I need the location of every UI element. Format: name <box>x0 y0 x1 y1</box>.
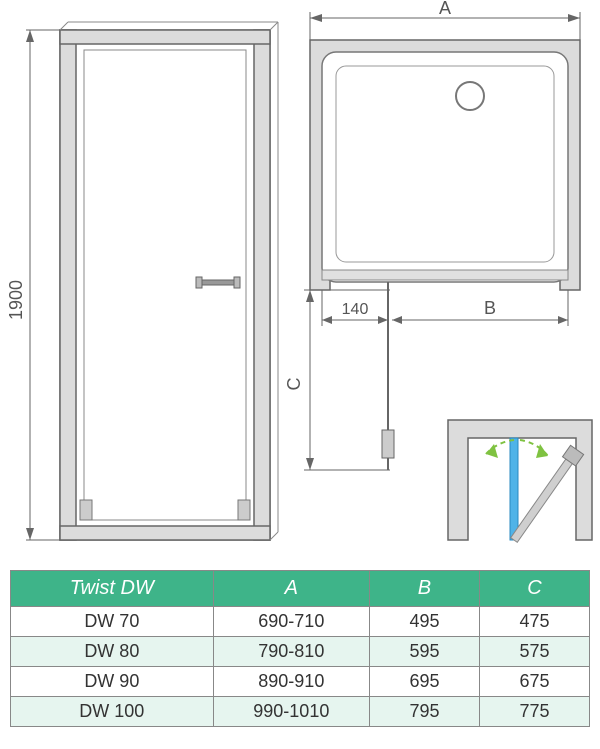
diagram-svg: 1900 <box>0 0 600 570</box>
th-c: C <box>479 571 589 607</box>
table-cell: 675 <box>479 667 589 697</box>
table-cell: 575 <box>479 637 589 667</box>
table-cell: DW 70 <box>11 607 214 637</box>
table-cell: 690-710 <box>213 607 369 637</box>
dim-c-label: C <box>284 378 304 391</box>
table-cell: 890-910 <box>213 667 369 697</box>
offset-label: 140 <box>342 301 369 318</box>
table-cell: DW 90 <box>11 667 214 697</box>
table-cell: 775 <box>479 697 589 727</box>
table-cell: 475 <box>479 607 589 637</box>
dim-a-label: A <box>439 0 451 18</box>
front-elevation: 1900 <box>6 22 278 540</box>
dimensions-table: Twist DW A B C DW 70690-710495475DW 8079… <box>10 570 590 727</box>
height-label: 1900 <box>6 280 26 320</box>
table-cell: 795 <box>369 697 479 727</box>
table-cell: DW 100 <box>11 697 214 727</box>
table-cell: 695 <box>369 667 479 697</box>
table-row: DW 70690-710495475 <box>11 607 590 637</box>
page: 1900 <box>0 0 600 749</box>
table-row: DW 100990-1010795775 <box>11 697 590 727</box>
table-row: DW 80790-810595575 <box>11 637 590 667</box>
table-cell: 495 <box>369 607 479 637</box>
table-cell: 790-810 <box>213 637 369 667</box>
table-cell: 990-1010 <box>213 697 369 727</box>
spec-table: Twist DW A B C DW 70690-710495475DW 8079… <box>10 570 590 727</box>
dim-b-label: B <box>484 298 496 318</box>
plan-view: A 140 <box>284 0 580 470</box>
swing-detail <box>448 420 592 545</box>
th-a: A <box>213 571 369 607</box>
th-b: B <box>369 571 479 607</box>
technical-diagram: 1900 <box>0 0 600 570</box>
table-header-row: Twist DW A B C <box>11 571 590 607</box>
table-cell: DW 80 <box>11 637 214 667</box>
th-title: Twist DW <box>11 571 214 607</box>
table-cell: 595 <box>369 637 479 667</box>
table-row: DW 90890-910695675 <box>11 667 590 697</box>
